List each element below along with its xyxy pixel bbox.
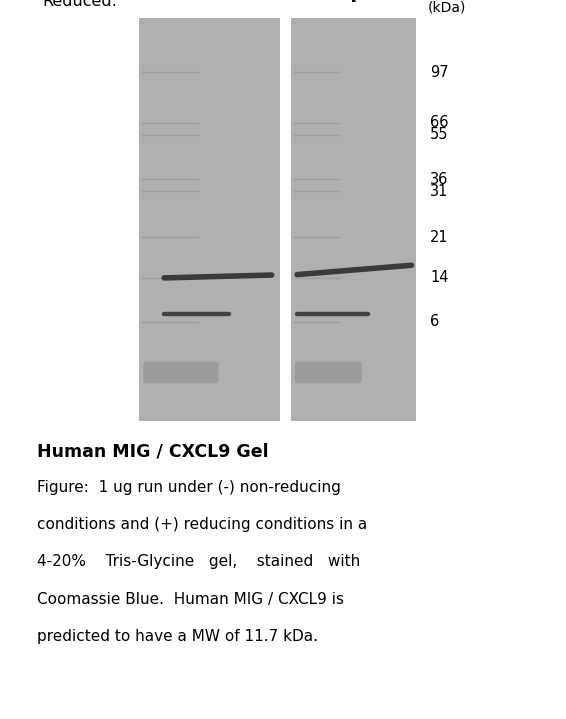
Text: −: − [198,0,221,9]
Text: Reduced:: Reduced: [42,0,118,9]
Text: MW
(kDa): MW (kDa) [427,0,466,14]
Text: Human MIG / CXCL9 Gel: Human MIG / CXCL9 Gel [37,442,268,460]
FancyBboxPatch shape [143,362,218,383]
Text: 36: 36 [430,172,448,186]
Text: 97: 97 [430,65,449,80]
Text: Figure:  1 ug run under (-) non-reducing: Figure: 1 ug run under (-) non-reducing [37,480,341,495]
FancyBboxPatch shape [295,362,362,383]
Text: Coomassie Blue.  Human MIG / CXCL9 is: Coomassie Blue. Human MIG / CXCL9 is [37,592,344,607]
Text: 31: 31 [430,183,448,198]
Text: 55: 55 [430,127,449,142]
Text: +: + [341,0,367,8]
Text: predicted to have a MW of 11.7 kDa.: predicted to have a MW of 11.7 kDa. [37,629,318,644]
Bar [291,18,416,421]
Text: 21: 21 [430,230,449,245]
Text: 66: 66 [430,115,449,130]
Text: conditions and (+) reducing conditions in a: conditions and (+) reducing conditions i… [37,517,367,532]
Text: 14: 14 [430,270,449,285]
Bar [139,18,280,421]
Text: 4-20%    Tris-Glycine   gel,    stained   with: 4-20% Tris-Glycine gel, stained with [37,554,360,569]
Text: 6: 6 [430,314,439,329]
